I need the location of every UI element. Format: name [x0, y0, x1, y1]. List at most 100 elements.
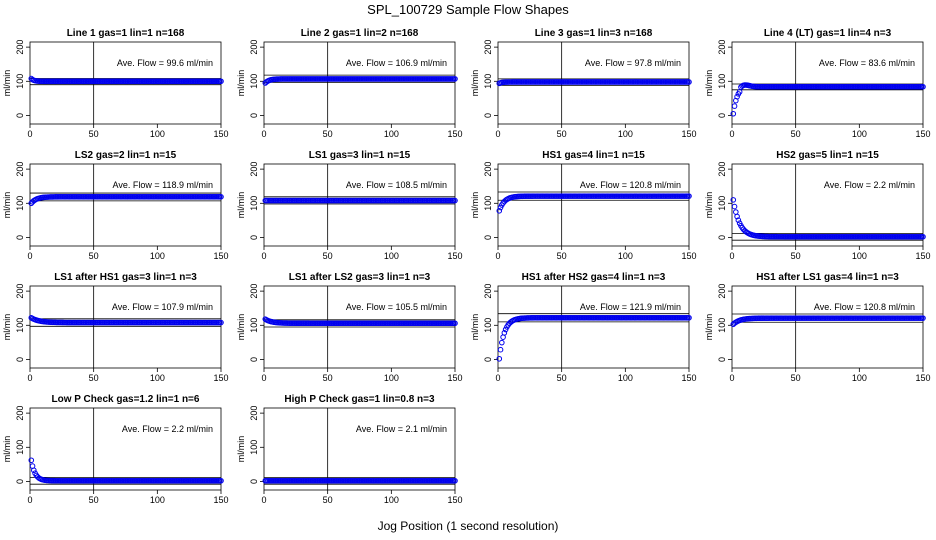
y-tick-label: 0	[15, 113, 25, 118]
average-flow-annotation: Ave. Flow = 106.9 ml/min	[346, 58, 447, 68]
y-axis-label: ml/min	[470, 192, 480, 219]
y-tick-label: 100	[483, 196, 493, 211]
x-tick-label: 50	[791, 251, 801, 261]
panel-title: Line 2 gas=1 lin=2 n=168	[301, 28, 419, 39]
y-axis-label: ml/min	[704, 70, 714, 97]
data-point	[920, 233, 926, 240]
x-tick-label: 100	[384, 251, 399, 261]
x-tick-label: 100	[618, 251, 633, 261]
data-point	[730, 110, 737, 117]
x-axis-label: Jog Position (1 second resolution)	[377, 519, 559, 533]
y-tick-label: 100	[717, 74, 727, 89]
y-tick-label: 0	[483, 113, 493, 118]
x-tick-label: 150	[915, 129, 930, 139]
y-tick-label: 200	[249, 406, 259, 421]
x-tick-label: 50	[557, 129, 567, 139]
y-tick-label: 200	[15, 406, 25, 421]
panel-title: Line 4 (LT) gas=1 lin=4 n=3	[764, 28, 892, 39]
y-tick-label: 100	[249, 196, 259, 211]
plot-frame	[731, 41, 924, 125]
y-tick-label: 0	[15, 235, 25, 240]
panel-6: LS1 gas=3 lin=1 n=15 0 100 200 ml/min 0 50 100 1…	[236, 150, 463, 261]
plot-frame	[263, 41, 456, 125]
x-tick-label: 150	[213, 251, 228, 261]
data-point	[218, 194, 224, 200]
y-axis-label: ml/min	[236, 192, 246, 219]
x-tick-label: 50	[557, 373, 567, 383]
data-point	[496, 355, 503, 362]
y-tick-label: 0	[717, 113, 727, 118]
y-tick-label: 100	[15, 196, 25, 211]
x-tick-label: 50	[89, 495, 99, 505]
y-axis-label: ml/min	[236, 314, 246, 341]
plot-frame	[29, 163, 222, 247]
x-tick-label: 150	[447, 129, 462, 139]
x-tick-label: 0	[495, 373, 500, 383]
data-point	[499, 339, 505, 346]
x-tick-label: 150	[447, 373, 462, 383]
y-tick-label: 200	[717, 162, 727, 177]
panel-5: LS2 gas=2 lin=1 n=15 0 100 200 ml/min 0 50 100 1…	[2, 150, 229, 261]
x-tick-label: 50	[791, 373, 801, 383]
average-flow-annotation: Ave. Flow = 97.8 ml/min	[585, 58, 681, 68]
x-tick-label: 150	[681, 373, 696, 383]
data-point	[734, 213, 740, 220]
panel-14: High P Check gas=1 lin=0.8 n=3 0 100 200 ml/…	[236, 394, 463, 505]
y-tick-label: 0	[717, 235, 727, 240]
x-tick-label: 50	[557, 251, 567, 261]
panel-11: HS1 after HS2 gas=4 lin=1 n=3 0 100 200 ml/m…	[470, 272, 697, 383]
x-tick-label: 0	[729, 251, 734, 261]
data-point	[686, 79, 692, 85]
x-tick-label: 0	[729, 129, 734, 139]
y-tick-label: 200	[15, 40, 25, 55]
panel-title: LS2 gas=2 lin=1 n=15	[75, 150, 177, 161]
x-tick-label: 100	[618, 129, 633, 139]
y-tick-label: 0	[249, 235, 259, 240]
average-flow-annotation: Ave. Flow = 99.6 ml/min	[117, 58, 213, 68]
panel-12: HS1 after LS1 gas=4 lin=1 n=3 0 100 200 ml/m…	[704, 272, 931, 383]
plot-frame	[497, 285, 690, 369]
y-tick-label: 200	[717, 284, 727, 299]
y-tick-label: 100	[717, 318, 727, 333]
x-tick-label: 0	[261, 251, 266, 261]
data-point	[734, 93, 740, 100]
panel-10: LS1 after LS2 gas=3 lin=1 n=3 0 100 200 ml/m…	[236, 272, 463, 383]
y-tick-label: 100	[249, 74, 259, 89]
y-tick-label: 100	[15, 74, 25, 89]
y-axis-label: ml/min	[236, 436, 246, 463]
y-tick-label: 200	[15, 162, 25, 177]
y-tick-label: 100	[15, 440, 25, 455]
y-axis-label: ml/min	[2, 192, 12, 219]
plot-frame	[731, 163, 924, 247]
data-point	[452, 320, 458, 327]
x-tick-label: 50	[323, 129, 333, 139]
figure-title: SPL_100729 Sample Flow Shapes	[367, 2, 569, 17]
y-tick-label: 200	[15, 284, 25, 299]
y-tick-label: 200	[249, 40, 259, 55]
x-tick-label: 50	[323, 251, 333, 261]
data-point	[731, 203, 738, 210]
data-point	[218, 477, 224, 484]
average-flow-annotation: Ave. Flow = 2.1 ml/min	[356, 424, 447, 434]
x-tick-label: 150	[681, 129, 696, 139]
y-tick-label: 0	[15, 479, 25, 484]
x-tick-label: 150	[447, 495, 462, 505]
y-tick-label: 0	[483, 357, 493, 362]
data-point	[452, 477, 458, 484]
x-tick-label: 0	[495, 129, 500, 139]
average-flow-annotation: Ave. Flow = 2.2 ml/min	[122, 424, 213, 434]
plot-frame	[263, 407, 456, 491]
data-point	[686, 314, 692, 321]
x-tick-label: 0	[27, 373, 32, 383]
x-tick-label: 100	[852, 373, 867, 383]
x-tick-label: 50	[89, 129, 99, 139]
data-point	[218, 319, 224, 326]
y-axis-label: ml/min	[2, 70, 12, 97]
y-tick-label: 0	[483, 235, 493, 240]
x-tick-label: 50	[89, 373, 99, 383]
x-tick-label: 50	[323, 373, 333, 383]
x-tick-label: 100	[384, 129, 399, 139]
average-flow-annotation: Ave. Flow = 120.8 ml/min	[814, 302, 915, 312]
y-tick-label: 0	[717, 357, 727, 362]
